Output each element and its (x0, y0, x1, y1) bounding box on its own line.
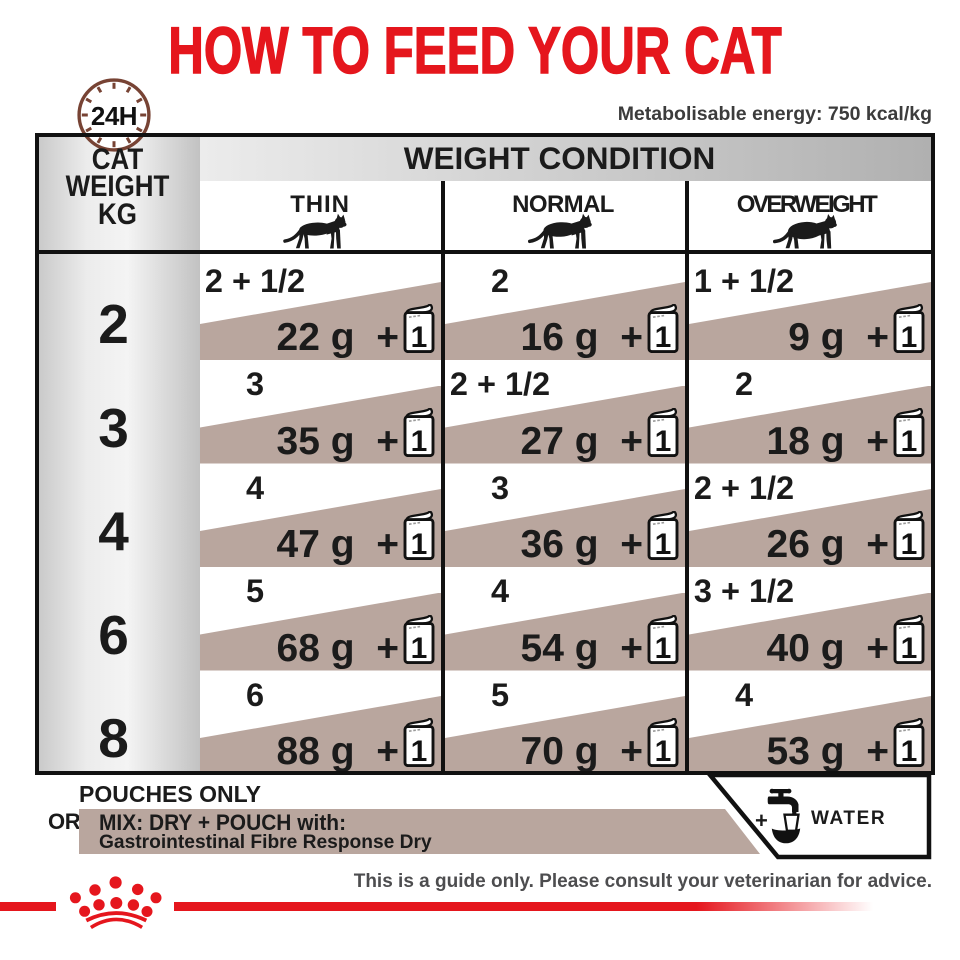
svg-text:1: 1 (655, 425, 672, 457)
svg-text:1: 1 (901, 321, 918, 353)
svg-text:1: 1 (411, 321, 428, 353)
svg-text:1: 1 (655, 632, 672, 664)
svg-text:1: 1 (411, 425, 428, 457)
svg-text:1: 1 (901, 528, 918, 560)
svg-text:1: 1 (411, 528, 428, 560)
svg-text:24H: 24H (91, 101, 137, 131)
svg-text:1: 1 (655, 528, 672, 560)
svg-text:1: 1 (411, 632, 428, 664)
svg-text:1: 1 (901, 425, 918, 457)
svg-text:1: 1 (901, 735, 918, 767)
svg-text:1: 1 (655, 321, 672, 353)
svg-text:1: 1 (411, 735, 428, 767)
svg-text:1: 1 (655, 735, 672, 767)
svg-text:1: 1 (901, 632, 918, 664)
